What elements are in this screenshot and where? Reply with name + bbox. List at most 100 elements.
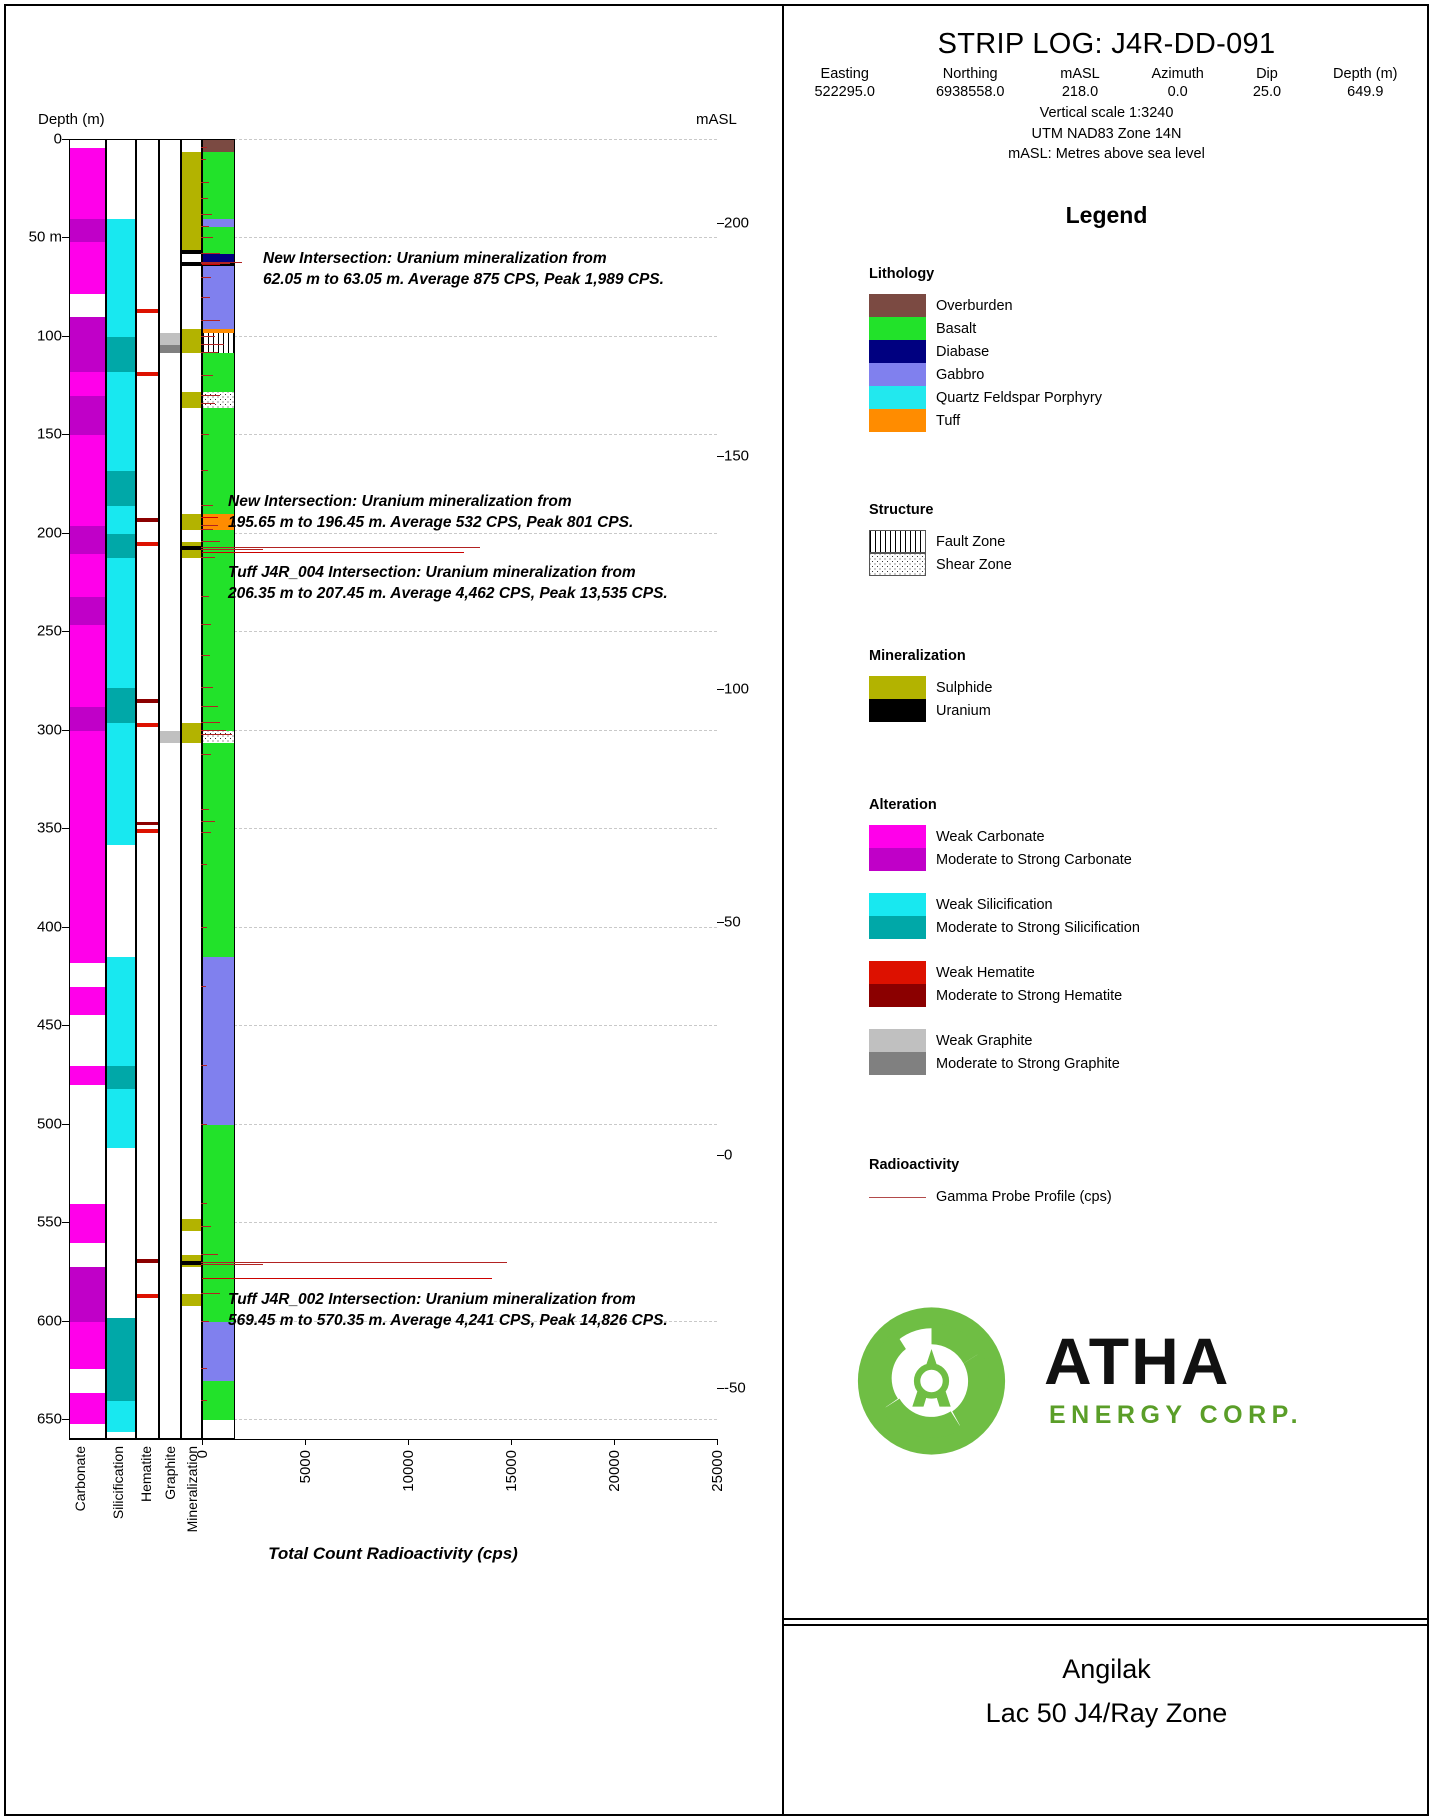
depth-tick: 100 (36, 327, 62, 345)
gridline (69, 1419, 717, 1421)
annotation-4-line1: Tuff J4R_002 Intersection: Uranium miner… (228, 1291, 636, 1308)
depth-tick: 500 (36, 1115, 62, 1133)
log-interval (182, 545, 201, 550)
page-title: STRIP LOG: J4R-DD-091 (937, 28, 1276, 60)
gamma-spike (201, 469, 209, 471)
logo-wordmark: ATHA (1044, 1324, 1231, 1398)
legend-swatch (869, 553, 926, 576)
depth-tickmark (62, 335, 69, 337)
log-interval (203, 140, 234, 152)
log-interval (107, 470, 135, 507)
legend-label: Gamma Probe Profile (cps) (936, 1189, 1112, 1205)
gridline (69, 926, 717, 928)
annotation-4-line2: 569.45 m to 570.35 m. Average 4,241 CPS,… (228, 1312, 668, 1330)
legend-heading: Alteration (869, 797, 937, 813)
footer-divider-2 (784, 1624, 1429, 1626)
log-interval (203, 333, 234, 353)
legend-swatch (869, 916, 926, 939)
annotation-leader-2 (202, 517, 218, 518)
gamma-spike (201, 546, 481, 548)
log-interval (107, 372, 135, 400)
legend-swatch (869, 1029, 926, 1052)
legend-swatch (869, 848, 926, 871)
log-interval (107, 557, 135, 613)
depth-tick: 450 (36, 1016, 62, 1034)
gamma-spike (201, 1263, 263, 1265)
x-tick-label: 10000 (400, 1450, 417, 1492)
gamma-spike (201, 1226, 212, 1228)
log-interval (137, 1258, 158, 1263)
x-axis-title: Total Count Radioactivity (cps) (268, 1544, 518, 1563)
track-label-carbonate: Carbonate (72, 1446, 88, 1512)
log-interval (70, 1065, 105, 1086)
masl-tick: 150 (724, 447, 750, 465)
legend-swatch (869, 317, 926, 340)
track-lithology (202, 139, 235, 1439)
legend-label: Overburden (936, 298, 1013, 314)
coord-header: Dip (1256, 66, 1278, 82)
log-interval (137, 309, 158, 314)
gridline (69, 1123, 717, 1125)
log-interval (203, 226, 234, 255)
gamma-spike (201, 753, 212, 755)
log-interval (160, 730, 180, 743)
log-interval (70, 730, 105, 775)
depth-tickmark (62, 434, 69, 436)
depth-tickmark (62, 237, 69, 239)
legend-label: Moderate to Strong Hematite (936, 988, 1123, 1004)
log-interval (107, 1124, 135, 1149)
annotation-leader-4 (202, 1278, 492, 1279)
log-interval (203, 1321, 234, 1381)
log-interval (182, 1294, 201, 1307)
gamma-spike (201, 722, 220, 724)
legend-swatch (869, 386, 926, 409)
log-interval (107, 400, 135, 436)
gridline (69, 1222, 717, 1224)
legend-label: Moderate to Strong Silicification (936, 920, 1140, 936)
log-interval (107, 723, 135, 755)
annotation-leader-1 (202, 264, 220, 265)
depth-tickmark (62, 1320, 69, 1322)
depth-tick: 650 (36, 1410, 62, 1428)
gamma-spike (201, 263, 230, 265)
legend-swatch (869, 1052, 926, 1075)
gamma-spike (201, 1399, 207, 1401)
gamma-spike (201, 198, 208, 200)
coord-value: 522295.0 (814, 84, 875, 100)
log-interval (107, 1400, 135, 1433)
coord-header: Azimuth (1151, 66, 1204, 82)
legend-heading: Structure (869, 502, 934, 518)
log-interval (182, 541, 201, 558)
log-interval (182, 262, 201, 267)
log-interval (107, 218, 135, 259)
gamma-spike (201, 548, 263, 550)
track-label-graphite: Graphite (162, 1446, 178, 1500)
legend-title: Legend (1065, 202, 1148, 228)
track-label-silicification: Silicification (110, 1446, 126, 1520)
track-mineralization (181, 139, 202, 1439)
legend-label: Weak Silicification (936, 897, 1053, 913)
gridline (69, 1025, 717, 1027)
log-interval (107, 435, 135, 471)
gamma-spike (201, 863, 208, 865)
log-interval (70, 1321, 105, 1370)
log-interval (70, 707, 105, 731)
log-interval (70, 526, 105, 554)
legend-swatch (869, 340, 926, 363)
log-interval (203, 557, 234, 731)
log-interval (182, 250, 201, 255)
gridline (69, 237, 717, 239)
legend-label: Sulphide (936, 680, 993, 696)
gamma-spike (201, 1123, 207, 1125)
gamma-spike (201, 351, 218, 353)
masl-tick: -50 (724, 1379, 746, 1397)
annotation-1-line2: 62.05 m to 63.05 m. Average 875 CPS, Pea… (263, 271, 664, 289)
gamma-spike (201, 505, 214, 507)
legend-label: Diabase (936, 344, 990, 360)
log-interval (182, 1260, 201, 1265)
gamma-spike (201, 320, 220, 322)
gamma-spike (201, 253, 220, 255)
log-interval (107, 656, 135, 688)
log-interval (70, 868, 105, 964)
page-border (4, 4, 1429, 1816)
